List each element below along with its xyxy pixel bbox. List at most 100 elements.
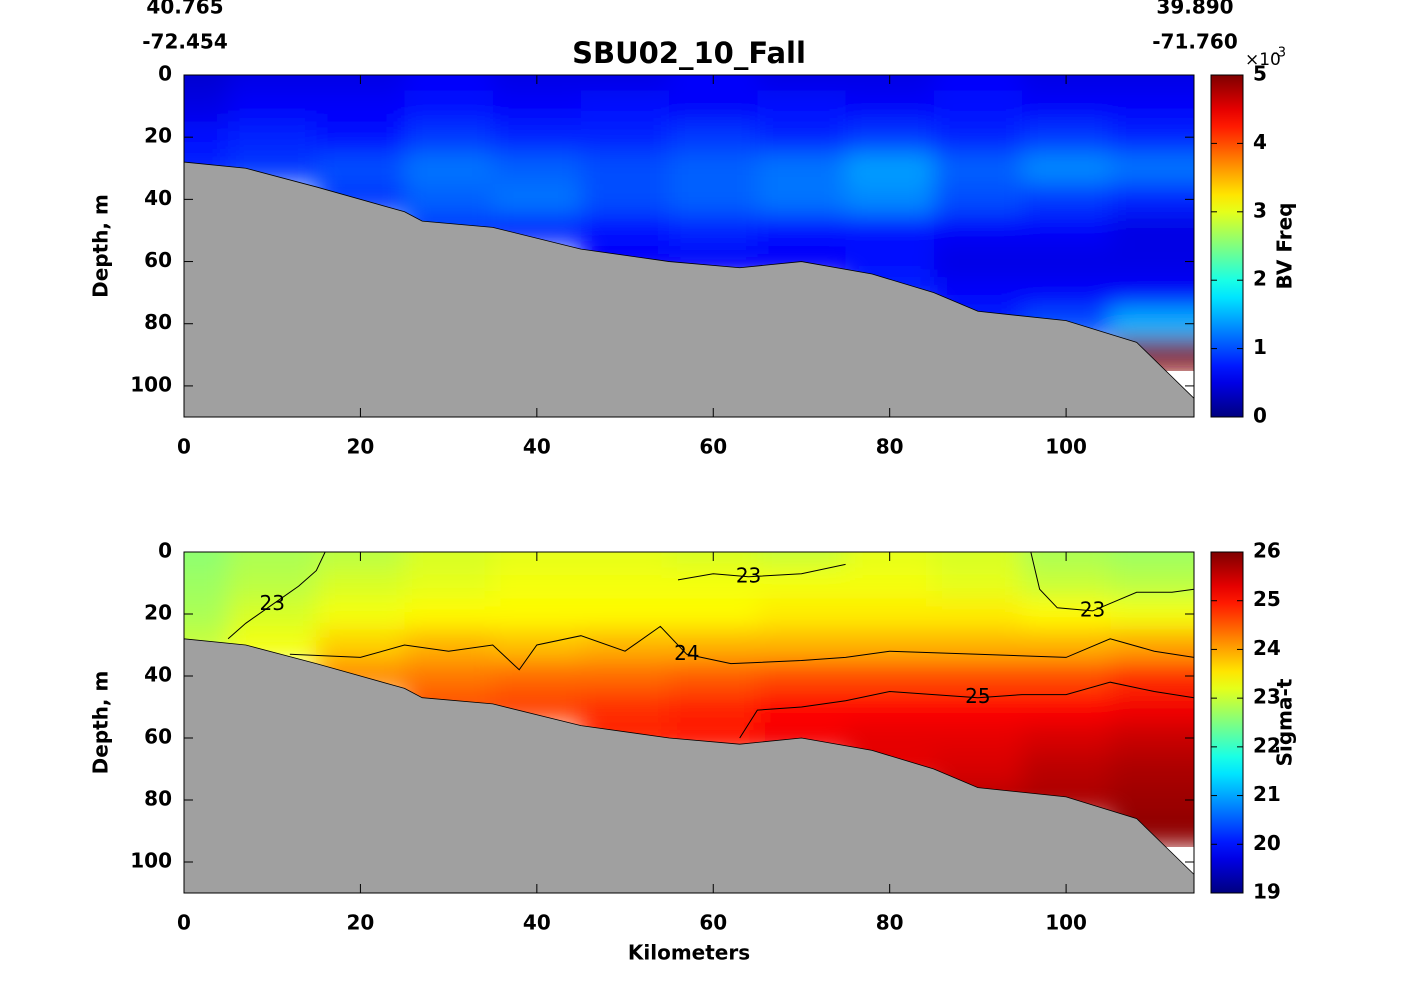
field-cell bbox=[1110, 214, 1194, 247]
field-cell bbox=[933, 75, 1023, 92]
field-cell bbox=[1110, 691, 1194, 723]
colorbar-tick-label: 21 bbox=[1253, 782, 1281, 806]
field-clip: 23 23 23 24 25 bbox=[184, 552, 1194, 893]
field-cell bbox=[845, 629, 935, 661]
field-cell bbox=[1021, 598, 1111, 630]
field-cell bbox=[580, 90, 670, 123]
field-cell bbox=[1110, 183, 1194, 216]
colorbar-tick-label: 3 bbox=[1253, 198, 1267, 222]
field-cell bbox=[492, 567, 582, 599]
field-cell bbox=[669, 598, 758, 630]
y-tick-label: 100 bbox=[130, 849, 172, 873]
field-cell bbox=[669, 629, 758, 661]
field-cell bbox=[757, 552, 847, 568]
field-cell bbox=[580, 75, 670, 92]
x-tick-label: 80 bbox=[876, 911, 904, 935]
field-cell bbox=[580, 691, 670, 723]
field-cell bbox=[933, 121, 1023, 154]
field-cell bbox=[404, 598, 494, 630]
field-cell bbox=[757, 121, 847, 154]
y-tick-label: 60 bbox=[144, 725, 172, 749]
field-cell bbox=[845, 152, 935, 185]
x-tick-label: 40 bbox=[523, 435, 551, 459]
field-cell bbox=[1110, 598, 1194, 630]
field-cell bbox=[1110, 308, 1194, 340]
field-cell bbox=[933, 660, 1023, 692]
field-cell bbox=[228, 598, 317, 630]
field-cell bbox=[1110, 660, 1194, 692]
colorbar-tick-label: 1 bbox=[1253, 335, 1267, 359]
field-cell bbox=[1110, 90, 1194, 123]
contour-label: 23 bbox=[259, 591, 284, 615]
field-cell bbox=[404, 552, 494, 568]
y-axis-label: Depth, m bbox=[89, 194, 113, 298]
field-cell bbox=[1021, 691, 1111, 723]
colorbar-tick-label: 4 bbox=[1253, 130, 1267, 154]
colorbar-tick-label: 19 bbox=[1253, 880, 1281, 904]
field-cell bbox=[580, 629, 670, 661]
field-cell bbox=[757, 598, 847, 630]
field-cell bbox=[669, 152, 758, 185]
field-cell bbox=[404, 183, 494, 216]
field-cell bbox=[492, 121, 582, 154]
colorbar-tick-label: 20 bbox=[1253, 831, 1281, 855]
contour-label: 23 bbox=[736, 563, 761, 587]
bathymetry bbox=[184, 161, 1194, 417]
field-cell bbox=[580, 567, 670, 599]
y-tick-label: 40 bbox=[144, 663, 172, 687]
field-cell bbox=[1110, 784, 1194, 816]
field-cell bbox=[404, 567, 494, 599]
field-cell bbox=[845, 691, 935, 723]
field-cell bbox=[404, 90, 494, 123]
bathymetry bbox=[184, 638, 1194, 893]
x-tick-label: 100 bbox=[1045, 435, 1087, 459]
x-tick-label: 60 bbox=[699, 911, 727, 935]
colorbar-tick-label: 5 bbox=[1253, 62, 1267, 86]
contour-label: 25 bbox=[965, 684, 990, 708]
field-cell bbox=[184, 552, 229, 568]
y-axis-label: Depth, m bbox=[89, 671, 113, 775]
field-cell bbox=[1110, 753, 1194, 785]
field-cell bbox=[228, 75, 317, 92]
field-cell bbox=[845, 567, 935, 599]
field-cell bbox=[580, 598, 670, 630]
colorbar-multiplier-exponent: -3 bbox=[1273, 46, 1286, 61]
field-cell bbox=[757, 660, 847, 692]
contour-line bbox=[1030, 552, 1194, 612]
field-cell bbox=[228, 90, 317, 123]
field-cell bbox=[933, 691, 1023, 723]
field-cell bbox=[757, 567, 847, 599]
axes-box bbox=[183, 74, 1195, 418]
field-cell bbox=[1021, 722, 1111, 754]
y-tick-label: 60 bbox=[144, 248, 172, 272]
colorbar-tick-label: 22 bbox=[1253, 733, 1281, 757]
field-cell bbox=[1110, 552, 1194, 568]
field-cell bbox=[492, 152, 582, 185]
colorbar-tick-label: 25 bbox=[1253, 587, 1281, 611]
y-tick-label: 0 bbox=[158, 62, 172, 86]
field-cell bbox=[669, 214, 758, 247]
field-cell bbox=[845, 214, 935, 247]
contour-label: 24 bbox=[674, 641, 699, 665]
field-cell bbox=[933, 90, 1023, 123]
field-clip bbox=[184, 75, 1194, 417]
field-cell bbox=[316, 90, 406, 123]
colorbar-tick-label: 23 bbox=[1253, 685, 1281, 709]
x-tick-label: 0 bbox=[177, 435, 191, 459]
field-cell bbox=[757, 75, 847, 92]
field-cell bbox=[492, 660, 582, 692]
field-cell bbox=[1110, 722, 1194, 754]
field-cell bbox=[669, 90, 758, 123]
field-cell bbox=[1021, 214, 1111, 247]
field-cell bbox=[757, 183, 847, 216]
field-cell bbox=[845, 598, 935, 630]
field-cell bbox=[184, 90, 229, 123]
field-cell bbox=[845, 660, 935, 692]
field-cell bbox=[316, 152, 406, 185]
field-cell bbox=[669, 567, 758, 599]
colorbar-multiplier: ×10 bbox=[1245, 50, 1281, 70]
field-cell bbox=[404, 121, 494, 154]
field-cell bbox=[1110, 567, 1194, 599]
y-tick-label: 20 bbox=[144, 124, 172, 148]
field-cell bbox=[757, 152, 847, 185]
